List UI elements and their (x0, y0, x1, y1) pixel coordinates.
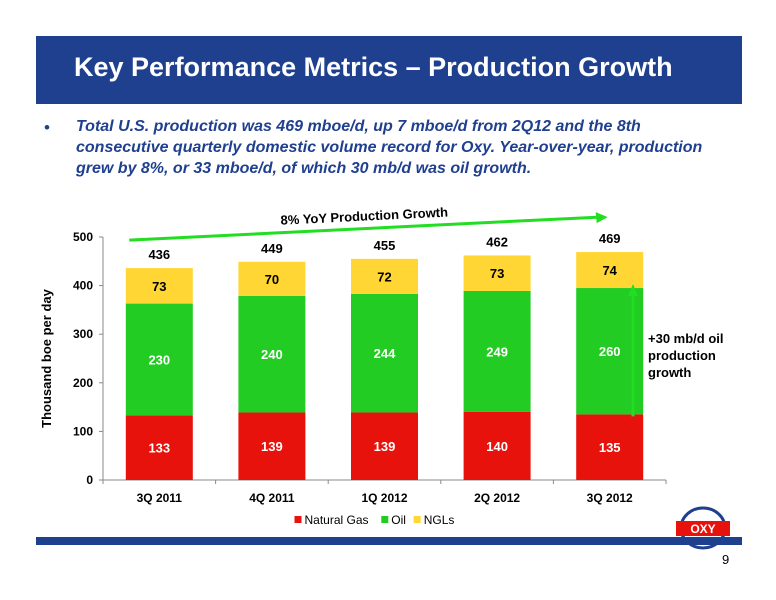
y-axis-title: Thousand boe per day (39, 288, 54, 427)
data-label: 133 (148, 441, 170, 456)
y-tick-label: 100 (73, 424, 93, 438)
data-label: 230 (148, 352, 170, 367)
y-tick-label: 500 (73, 230, 93, 244)
total-label: 455 (374, 238, 396, 253)
data-label: 73 (490, 266, 504, 281)
bar-segment (238, 261, 306, 296)
oil-growth-label: +30 mb/d oil (648, 331, 724, 346)
oil-growth-label: production (648, 348, 716, 363)
y-tick-label: 0 (86, 473, 93, 487)
bar-segment (576, 252, 644, 289)
data-label: 135 (599, 440, 621, 455)
data-label: 72 (377, 269, 391, 284)
data-label: 244 (374, 346, 396, 361)
legend-label: Oil (391, 513, 406, 527)
trend-arrow-head (595, 212, 608, 224)
x-tick-label: 4Q 2011 (249, 491, 295, 505)
slide-title: Key Performance Metrics – Production Gro… (74, 52, 673, 82)
total-label: 449 (261, 241, 283, 256)
total-label: 462 (486, 234, 508, 249)
chart-legend: Natural Gas Oil NGLs (294, 513, 455, 527)
bar-segment (238, 412, 306, 480)
title-bar: Key Performance Metrics – Production Gro… (36, 36, 742, 104)
bar-segment (463, 255, 531, 291)
oxy-logo: OXY (676, 506, 730, 550)
legend-label: NGLs (424, 513, 455, 527)
oil-growth-arrow-head (628, 284, 638, 297)
chart-data-labels: 133 230 73 436 139 240 70 449 139 244 72 455 140 249 7… (148, 231, 620, 456)
data-label: 139 (261, 439, 283, 454)
bar-segment (125, 303, 193, 416)
legend-label: Natural Gas (305, 513, 369, 527)
y-tick-label: 300 (73, 327, 93, 341)
bar-segment (351, 412, 418, 480)
trend-arrow-line (129, 215, 600, 242)
data-label: 70 (265, 272, 279, 287)
data-label: 73 (152, 279, 166, 294)
bar-segment (238, 295, 306, 413)
bar-segment (463, 411, 531, 480)
trend-label: 8% YoY Production Growth (280, 205, 448, 228)
data-label: 249 (486, 344, 508, 359)
data-label: 260 (599, 344, 621, 359)
footer-line (36, 537, 742, 545)
chart-bars (125, 252, 644, 480)
bar-segment (125, 415, 193, 480)
y-tick-label: 400 (73, 279, 93, 293)
total-label: 469 (599, 231, 621, 246)
bar-segment (351, 258, 418, 294)
x-tick-label: 1Q 2012 (361, 491, 407, 505)
bar-segment (576, 414, 644, 480)
x-tick-label: 3Q 2012 (587, 491, 633, 505)
x-tick-label: 2Q 2012 (474, 491, 520, 505)
data-label: 74 (602, 263, 617, 278)
oil-growth-label: growth (648, 365, 691, 380)
chart-annotations: 8% YoY Production Growth +30 mb/d oil prod… (129, 205, 724, 417)
bar-segment (463, 290, 531, 412)
bullet-marker: • (44, 118, 50, 137)
data-label: 240 (261, 347, 283, 362)
x-tick-label: 3Q 2011 (137, 491, 183, 505)
data-label: 140 (486, 439, 508, 454)
page-number: 9 (722, 552, 730, 567)
bar-segment (125, 268, 193, 304)
legend-swatch (294, 516, 302, 523)
legend-swatch (381, 516, 389, 523)
total-label: 436 (148, 247, 170, 262)
legend-swatch (413, 516, 421, 523)
bar-segment (351, 293, 418, 413)
data-label: 139 (374, 439, 396, 454)
y-tick-label: 200 (73, 376, 93, 390)
bullet-text: Total U.S. production was 469 mboe/d, up… (76, 118, 703, 177)
svg-text:OXY: OXY (690, 522, 715, 536)
